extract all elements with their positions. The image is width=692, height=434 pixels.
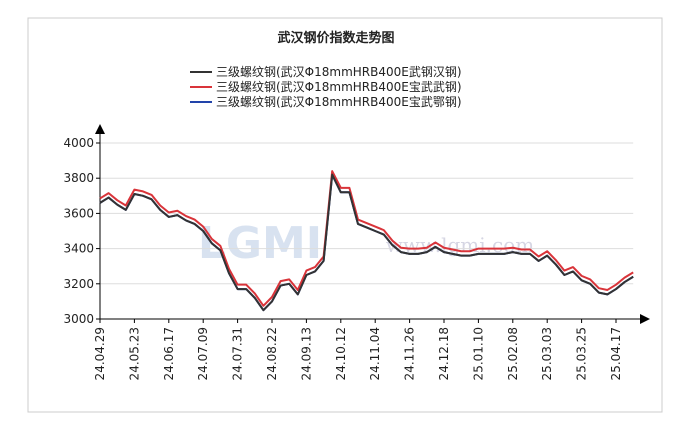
x-tick-label: 24.06.17 — [162, 327, 176, 380]
x-tick-label: 24.11.04 — [368, 327, 382, 380]
frame — [27, 17, 663, 413]
x-tick-label: 24.11.26 — [403, 327, 417, 380]
legend-label: 三级螺纹钢(武汉Φ18mmHRB400E武钢汉钢) — [216, 65, 462, 79]
x-axis-arrow — [640, 314, 650, 324]
y-tick-label: 3400 — [63, 242, 94, 256]
series-line — [99, 173, 634, 312]
x-tick-label: 24.12.18 — [437, 327, 451, 380]
series-line — [99, 170, 634, 307]
legend-label: 三级螺纹钢(武汉Φ18mmHRB400E宝武武钢) — [216, 80, 462, 94]
legend-label: 三级螺纹钢(武汉Φ18mmHRB400E宝武鄂钢) — [216, 95, 462, 109]
y-tick-label: 3800 — [63, 171, 94, 185]
y-tick-label: 3600 — [63, 206, 94, 220]
x-tick-label: 25.04.17 — [609, 327, 623, 380]
x-tick-label: 24.08.22 — [265, 327, 279, 380]
x-tick-label: 24.07.09 — [196, 327, 210, 380]
x-tick-label: 24.05.23 — [127, 327, 141, 380]
x-tick-label: 24.09.13 — [299, 327, 313, 380]
y-axis-arrow — [95, 124, 105, 134]
x-tick-label: 24.04.29 — [93, 327, 107, 380]
y-tick-label: 3200 — [63, 277, 94, 291]
x-tick-label: 25.03.03 — [540, 327, 554, 380]
x-tick-label: 24.07.31 — [231, 327, 245, 380]
x-tick-label: 24.10.12 — [334, 327, 348, 380]
x-tick-label: 25.01.10 — [471, 327, 485, 380]
y-tick-label: 4000 — [63, 136, 94, 150]
chart-title: 武汉钢价指数走势图 — [277, 30, 394, 46]
y-tick-label: 3000 — [63, 312, 94, 326]
x-tick-label: 25.02.08 — [506, 327, 520, 380]
x-tick-label: 25.03.25 — [575, 327, 589, 380]
